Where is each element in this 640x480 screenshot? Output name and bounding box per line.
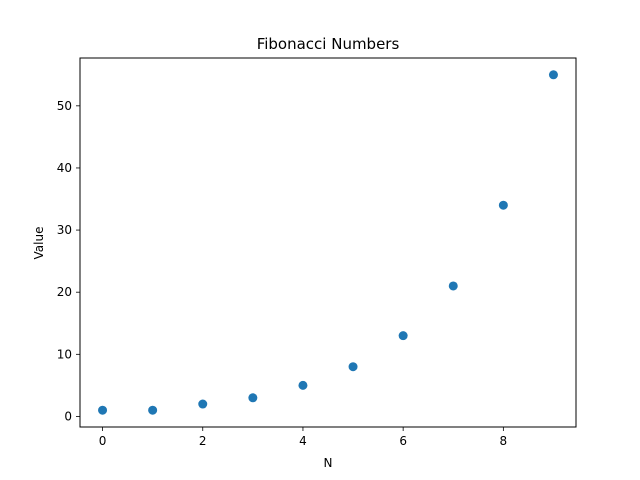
data-point xyxy=(498,200,508,210)
x-tick-label: 8 xyxy=(500,434,508,448)
x-tick-label: 0 xyxy=(99,434,107,448)
y-tick-label: 50 xyxy=(57,99,72,113)
data-point xyxy=(198,399,208,409)
data-point xyxy=(398,331,408,341)
data-point xyxy=(548,70,558,80)
y-tick-label: 10 xyxy=(57,347,72,361)
y-axis-label: Value xyxy=(32,227,46,260)
y-tick-label: 30 xyxy=(57,223,72,237)
data-point xyxy=(148,405,158,415)
data-point xyxy=(98,405,108,415)
data-points xyxy=(98,70,558,415)
x-tick-label: 6 xyxy=(399,434,407,448)
x-axis-label: N xyxy=(324,456,333,470)
plot-frame xyxy=(79,57,577,428)
chart-title: Fibonacci Numbers xyxy=(257,35,400,53)
y-tick-label: 20 xyxy=(57,285,72,299)
axis-ticks: 0 2 4 6 8 0 10 20 30 40 50 xyxy=(57,99,507,448)
y-tick-label: 40 xyxy=(57,161,72,175)
data-point xyxy=(248,393,258,403)
x-tick-label: 2 xyxy=(199,434,207,448)
data-point xyxy=(448,281,458,291)
y-tick-label: 0 xyxy=(64,409,72,423)
data-point xyxy=(348,362,358,372)
x-tick-label: 4 xyxy=(299,434,307,448)
data-point xyxy=(298,380,308,390)
